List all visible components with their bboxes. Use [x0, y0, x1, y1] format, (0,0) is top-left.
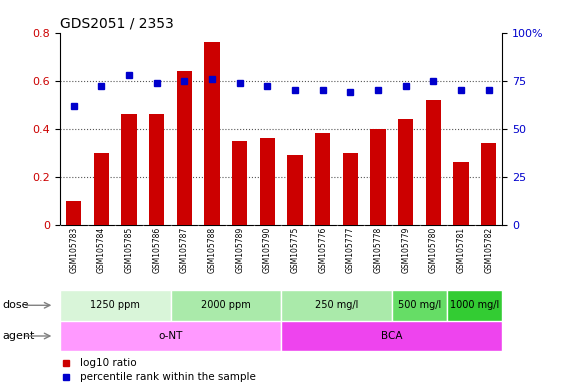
Bar	[232, 141, 247, 225]
Bar	[282, 321, 502, 351]
Bar	[122, 114, 136, 225]
Text: GDS2051 / 2353: GDS2051 / 2353	[60, 16, 174, 30]
Text: GSM105784: GSM105784	[97, 227, 106, 273]
Bar	[66, 201, 82, 225]
Text: BCA: BCA	[381, 331, 403, 341]
Text: 2000 ppm: 2000 ppm	[201, 300, 251, 310]
Bar	[287, 155, 303, 225]
Bar	[204, 42, 220, 225]
Bar	[371, 129, 385, 225]
Text: GSM105787: GSM105787	[180, 227, 189, 273]
Bar	[481, 143, 496, 225]
Text: GSM105782: GSM105782	[484, 227, 493, 273]
Bar	[60, 321, 282, 351]
Text: GSM105776: GSM105776	[318, 227, 327, 273]
Text: GSM105780: GSM105780	[429, 227, 438, 273]
Text: agent: agent	[3, 331, 35, 341]
Text: GSM105777: GSM105777	[346, 227, 355, 273]
Bar	[398, 119, 413, 225]
Text: 250 mg/l: 250 mg/l	[315, 300, 358, 310]
Bar	[315, 134, 330, 225]
Bar	[177, 71, 192, 225]
Bar	[171, 290, 282, 321]
Text: GSM105786: GSM105786	[152, 227, 161, 273]
Bar	[426, 100, 441, 225]
Text: GSM105775: GSM105775	[291, 227, 300, 273]
Bar	[260, 138, 275, 225]
Bar	[453, 162, 469, 225]
Text: GSM105778: GSM105778	[373, 227, 383, 273]
Text: dose: dose	[3, 300, 29, 310]
Bar	[94, 153, 109, 225]
Text: GSM105783: GSM105783	[69, 227, 78, 273]
Text: GSM105789: GSM105789	[235, 227, 244, 273]
Text: GSM105785: GSM105785	[124, 227, 134, 273]
Text: percentile rank within the sample: percentile rank within the sample	[80, 372, 256, 382]
Bar	[60, 290, 171, 321]
Text: 500 mg/l: 500 mg/l	[398, 300, 441, 310]
Bar	[343, 153, 358, 225]
Text: GSM105779: GSM105779	[401, 227, 410, 273]
Text: GSM105790: GSM105790	[263, 227, 272, 273]
Text: GSM105781: GSM105781	[456, 227, 465, 273]
Text: o-NT: o-NT	[158, 331, 183, 341]
Bar	[149, 114, 164, 225]
Text: log10 ratio: log10 ratio	[80, 358, 136, 368]
Bar	[447, 290, 502, 321]
Text: GSM105788: GSM105788	[208, 227, 216, 273]
Text: 1000 mg/l: 1000 mg/l	[450, 300, 500, 310]
Text: 1250 ppm: 1250 ppm	[90, 300, 140, 310]
Bar	[282, 290, 392, 321]
Bar	[392, 290, 447, 321]
